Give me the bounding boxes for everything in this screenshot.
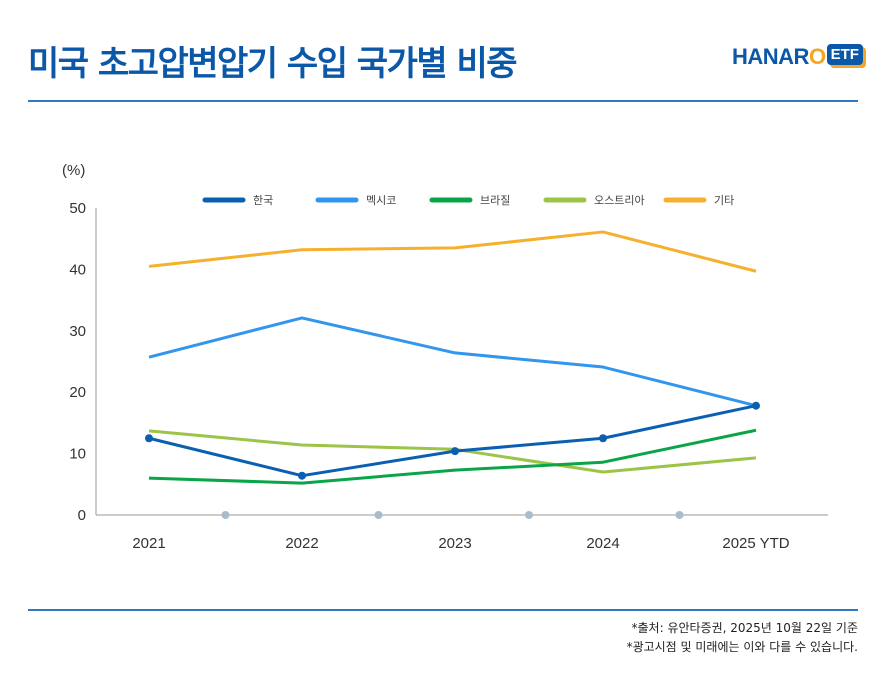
legend-label: 한국 <box>253 194 273 207</box>
x-axis-dot <box>525 511 533 519</box>
y-tick-label: 30 <box>69 323 86 340</box>
y-tick-label: 20 <box>69 384 86 401</box>
legend-label: 기타 <box>714 194 734 207</box>
data-point <box>599 434 607 443</box>
y-tick-label: 10 <box>69 446 86 463</box>
x-axis-dot <box>221 511 230 519</box>
data-point <box>451 447 459 456</box>
legend-label: 오스트리아 <box>594 194 645 207</box>
y-tick-label: 50 <box>69 200 86 217</box>
header-divider <box>28 100 858 102</box>
disclaimer-note: *광고시점 및 미래에는 이와 다를 수 있습니다. <box>626 640 858 654</box>
x-tick-label: 2023 <box>438 535 471 552</box>
logo-text: HANARO <box>732 44 826 69</box>
footer-divider <box>28 609 858 611</box>
series-line <box>148 230 757 273</box>
data-point <box>752 401 760 410</box>
y-tick-label: 0 <box>78 507 86 524</box>
x-tick-label: 2022 <box>285 535 318 552</box>
x-tick-label: 2021 <box>132 535 165 552</box>
y-tick-label: 40 <box>69 261 86 278</box>
data-point <box>145 434 153 443</box>
series-line <box>148 428 757 485</box>
x-axis-dot <box>374 511 383 519</box>
series-line <box>148 316 757 408</box>
x-tick-label: 2025 YTD <box>722 535 789 552</box>
y-axis-label: (%) <box>62 162 85 179</box>
legend-label: 브라질 <box>480 194 510 207</box>
x-tick-label: 2024 <box>586 535 619 552</box>
legend-label: 멕시코 <box>366 194 396 207</box>
hanaro-etf-logo: HANARO ETF <box>732 43 863 70</box>
page-title: 미국 초고압변압기 수입 국가별 비중 <box>28 44 518 84</box>
source-note: *출처: 유안타증권, 2025년 10월 22일 기준 <box>631 621 859 635</box>
logo-badge: ETF <box>826 43 863 65</box>
x-axis-dot <box>675 511 684 519</box>
data-point <box>298 471 306 480</box>
